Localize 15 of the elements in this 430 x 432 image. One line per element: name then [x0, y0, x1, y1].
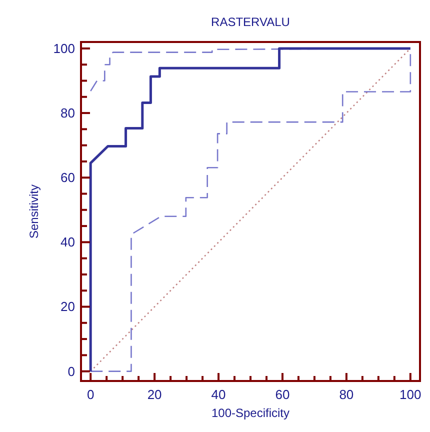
y-tick-label: 40 — [60, 234, 75, 250]
x-tick-label: 60 — [275, 387, 290, 402]
y-tick-label: 80 — [60, 106, 75, 121]
y-tick-label: 60 — [60, 170, 75, 186]
x-tick-label: 0 — [86, 387, 94, 402]
x-tick-label: 80 — [339, 387, 354, 402]
chart-title: RASTERVALU — [211, 15, 290, 29]
x-tick-label: 20 — [147, 387, 162, 402]
y-tick-label: 20 — [60, 299, 75, 314]
y-tick-label: 100 — [53, 40, 75, 56]
y-axis-title: Sensitivity — [27, 184, 41, 239]
x-tick-label: 40 — [211, 387, 226, 402]
x-axis-title: 100-Specificity — [211, 406, 290, 420]
x-tick-label: 100 — [400, 387, 422, 402]
y-tick-label: 0 — [68, 364, 75, 379]
